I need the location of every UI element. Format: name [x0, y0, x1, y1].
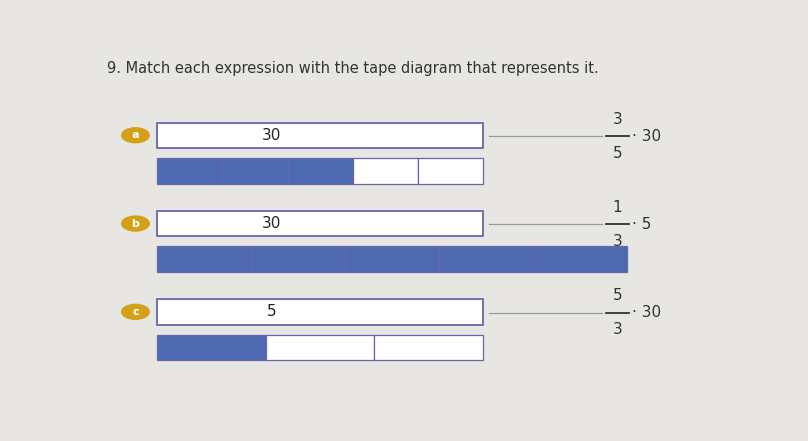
Bar: [288, 158, 353, 183]
Bar: [222, 158, 288, 183]
Text: · 5: · 5: [632, 217, 651, 232]
Bar: [353, 158, 418, 183]
Text: 3: 3: [612, 112, 622, 127]
Bar: [251, 247, 345, 272]
Text: 30: 30: [262, 128, 281, 143]
Text: b: b: [132, 219, 139, 228]
Circle shape: [122, 128, 149, 143]
Bar: [266, 335, 374, 360]
Bar: [533, 247, 627, 272]
Bar: [158, 299, 483, 325]
Bar: [158, 247, 251, 272]
Text: 3: 3: [612, 322, 622, 337]
Bar: [418, 158, 483, 183]
Text: · 30: · 30: [632, 129, 661, 144]
Text: 1: 1: [612, 200, 622, 215]
Text: · 30: · 30: [632, 305, 661, 320]
Text: a: a: [132, 130, 139, 140]
Text: 3: 3: [612, 234, 622, 249]
Text: 9. Match each expression with the tape diagram that represents it.: 9. Match each expression with the tape d…: [107, 61, 599, 76]
Bar: [158, 335, 266, 360]
Text: 5: 5: [267, 304, 276, 319]
Bar: [374, 335, 483, 360]
Bar: [345, 247, 440, 272]
Text: 5: 5: [612, 288, 622, 303]
Text: c: c: [133, 307, 139, 317]
Bar: [158, 123, 483, 148]
Bar: [440, 247, 533, 272]
Bar: [158, 211, 483, 236]
Text: 30: 30: [262, 216, 281, 231]
Circle shape: [122, 304, 149, 319]
Circle shape: [122, 216, 149, 231]
Bar: [158, 158, 222, 183]
Text: 5: 5: [612, 146, 622, 161]
